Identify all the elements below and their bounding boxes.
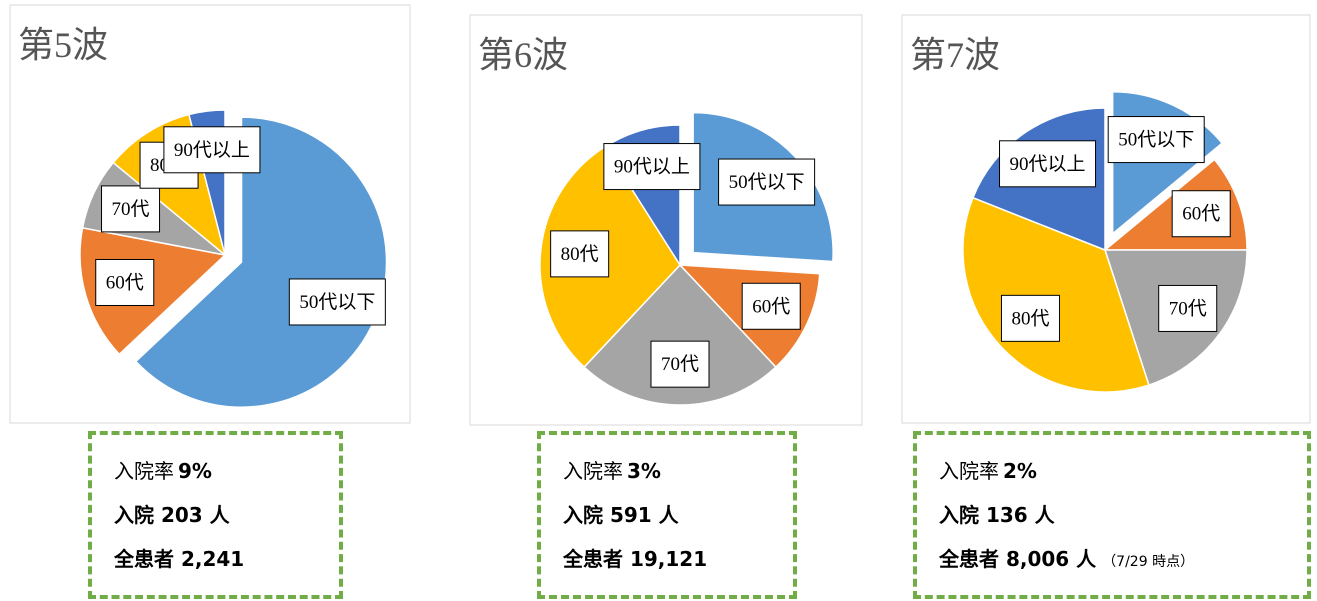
label-box [1107, 116, 1205, 164]
label-box [550, 230, 610, 278]
summary-text: 入院 591 人 [563, 503, 679, 527]
summary-line: 入院率 2% [939, 449, 1307, 493]
slice-label: 90代以上 [1010, 153, 1086, 175]
slice-label: 50代以下 [1118, 129, 1194, 151]
summary-line: 入院率 3% [563, 449, 793, 493]
label-box [101, 185, 161, 233]
pie-slice [539, 145, 681, 369]
slice-label: 60代 [106, 271, 144, 293]
slice-label: 90代以上 [614, 156, 690, 178]
summary-line: 全患者 8,006 人 （7/29 時点） [939, 537, 1307, 581]
slice-label: 80代 [561, 243, 599, 265]
summary-line: 全患者 19,121 [563, 537, 793, 581]
summary-line: 全患者 2,241 [114, 537, 339, 581]
summary-text: 9% [178, 459, 212, 483]
summary-line: 入院率 9% [114, 449, 339, 493]
summary-text: 全患者 8,006 人 [939, 547, 1097, 571]
label-box [1000, 294, 1060, 342]
chart-title: 第7波 [910, 35, 1000, 75]
label-box [741, 282, 801, 330]
label-box [1171, 190, 1231, 238]
summary-text: 入院 136 人 [939, 503, 1055, 527]
summary-line: 入院 136 人 [939, 493, 1307, 537]
summary-line: 入院 591 人 [563, 493, 793, 537]
summary-text: （7/29 時点） [1102, 554, 1195, 570]
label-box [650, 340, 710, 388]
slice-label: 90代以上 [174, 139, 250, 161]
slice-label: 70代 [1169, 297, 1207, 319]
slice-label: 60代 [1182, 203, 1220, 225]
chart-title: 第5波 [18, 25, 108, 65]
label-box [1158, 284, 1218, 332]
label-box [603, 143, 701, 191]
label-box [163, 126, 261, 174]
summary-box: 入院率 3% 入院 591 人全患者 19,121 [537, 431, 797, 599]
chart-title: 第6波 [478, 35, 568, 75]
summary-text: 入院率 [114, 459, 174, 483]
summary-text: 全患者 19,121 [563, 547, 708, 571]
summary-text: 2% [1003, 459, 1037, 483]
summary-text: 入院率 [939, 459, 999, 483]
summary-text: 入院率 [563, 459, 623, 483]
slice-label: 70代 [112, 198, 150, 220]
summary-line: 入院 203 人 [114, 493, 339, 537]
label-box [999, 140, 1097, 188]
pie-slice [962, 196, 1150, 393]
label-box [95, 258, 155, 306]
slice-label: 80代 [1011, 307, 1049, 329]
summary-text: 3% [627, 459, 661, 483]
summary-box: 入院率 9% 入院 203 人全患者 2,241 [88, 431, 343, 599]
slice-label: 50代以下 [299, 291, 375, 313]
summary-box: 入院率 2% 入院 136 人全患者 8,006 人 （7/29 時点） [913, 431, 1311, 599]
pie-slice [583, 263, 777, 406]
slice-label: 50代以下 [729, 171, 805, 193]
label-box [718, 158, 816, 206]
slice-label: 70代 [661, 353, 699, 375]
slice-label: 60代 [752, 295, 790, 317]
summary-text: 全患者 2,241 [114, 547, 245, 571]
label-box [288, 278, 386, 326]
summary-text: 入院 203 人 [114, 503, 230, 527]
